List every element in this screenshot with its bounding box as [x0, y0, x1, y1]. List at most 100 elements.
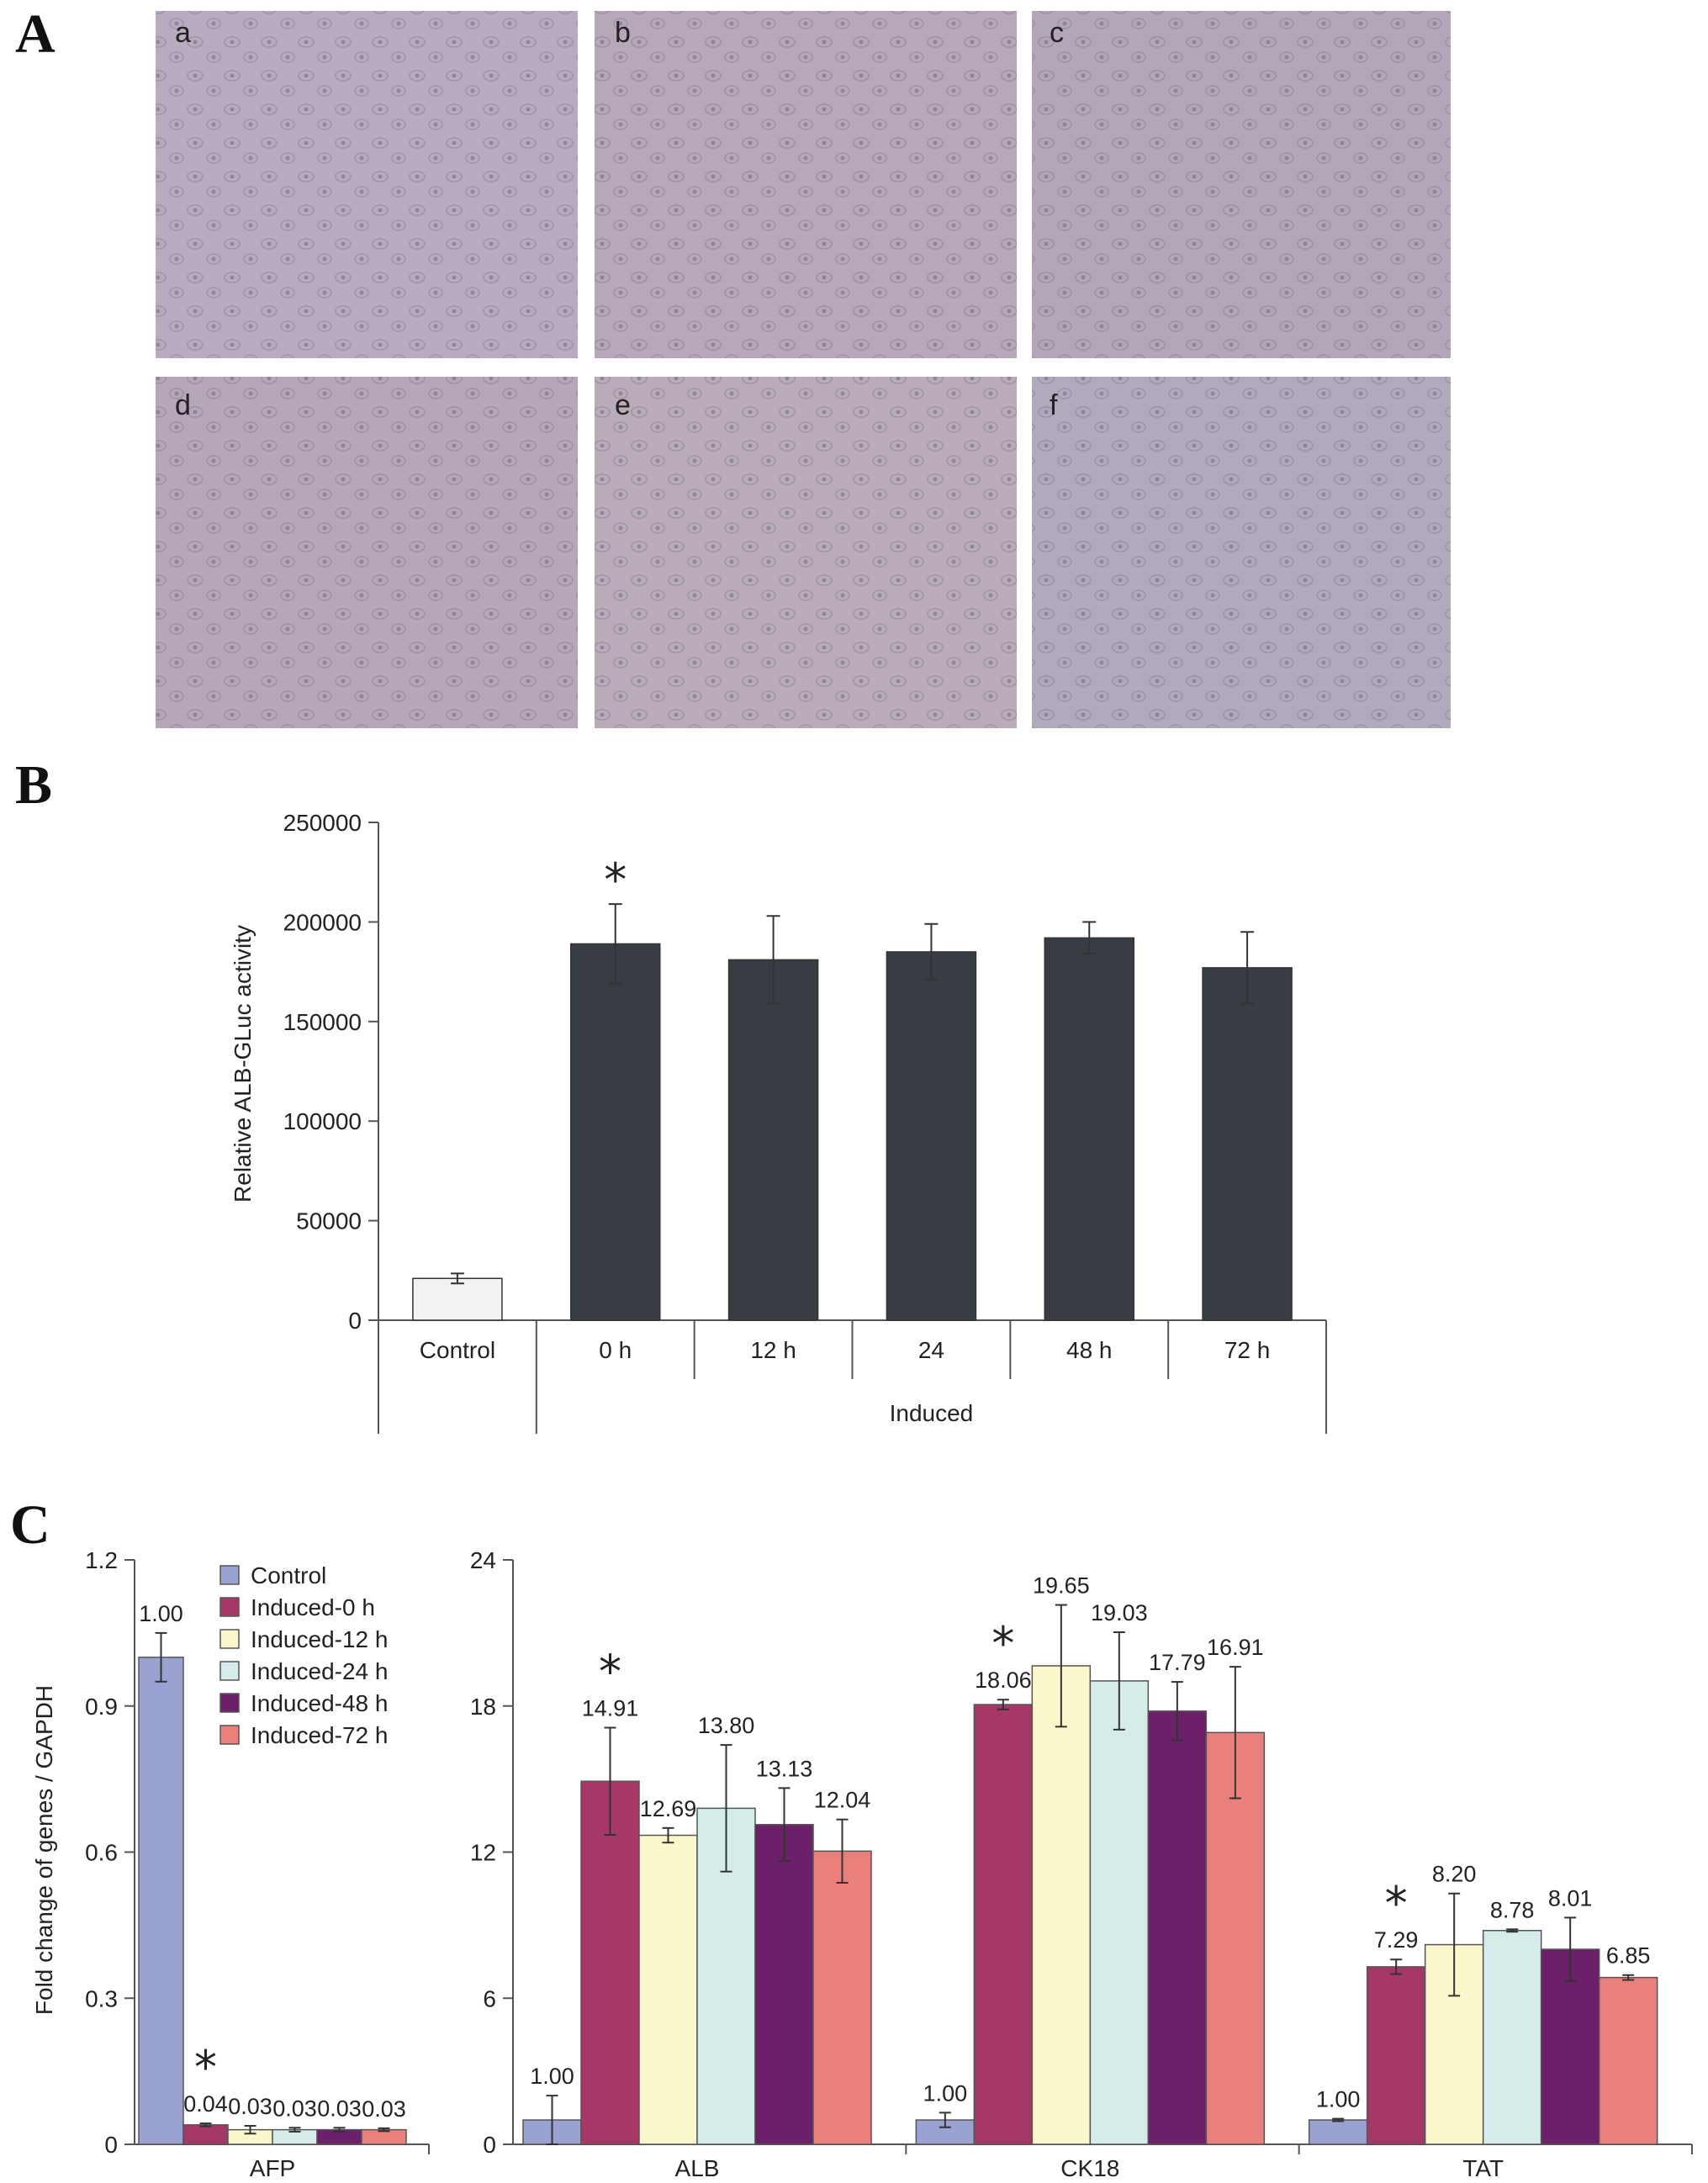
micrograph-b: b — [595, 11, 1017, 358]
c-bar — [1147, 1710, 1208, 2145]
c-y-tick-label: 0 — [104, 2132, 118, 2158]
b-bar — [1044, 937, 1134, 1321]
c-significance-star: * — [991, 1617, 1014, 1670]
c-bar — [973, 1704, 1034, 2145]
micrograph-a-label: a — [175, 17, 191, 49]
c-value-label: 17.79 — [1149, 1650, 1206, 1675]
micrograph-f-label: f — [1050, 389, 1058, 421]
micrograph-f: f — [1032, 377, 1451, 728]
micrograph-b-label: b — [615, 17, 631, 49]
panel-letter-a: A — [15, 3, 56, 65]
c-y-tick-label: 0 — [483, 2132, 496, 2158]
legend-swatch — [219, 1597, 240, 1617]
micrograph-c-label: c — [1050, 17, 1064, 49]
b-bar — [1202, 967, 1293, 1321]
c-value-label: 19.03 — [1091, 1600, 1148, 1625]
c-y-tick-label: 0.3 — [85, 1985, 118, 2011]
c-value-label: 14.91 — [582, 1696, 639, 1721]
panel-letter-b: B — [15, 754, 52, 816]
chart-c-genes: 061218241.0014.91*12.6913.8013.1312.04AL… — [470, 1547, 1693, 2181]
c-bar — [182, 2124, 229, 2145]
micrograph-e: e — [595, 377, 1017, 728]
c-significance-star: * — [194, 2041, 217, 2094]
micrograph-d: d — [156, 377, 578, 728]
c-value-label: 1.00 — [923, 2080, 968, 2106]
c-bar — [1308, 2119, 1368, 2145]
c-category-label: TAT — [1462, 2155, 1504, 2181]
panel-letter-c: C — [10, 1494, 50, 1556]
c-value-label: 12.04 — [814, 1788, 871, 1813]
b-category-label: 24 — [918, 1337, 944, 1363]
c-value-label: 0.03 — [272, 2096, 317, 2121]
b-category-label: 72 h — [1224, 1337, 1271, 1363]
chart-c-afp: 00.30.60.91.21.000.04*0.03 0.03 0.03 0.03AF… — [31, 1547, 430, 2181]
c-value-label: 0.03 — [228, 2094, 272, 2119]
c-y-tick-label: 0.9 — [85, 1694, 118, 1720]
c-significance-star: * — [599, 1646, 621, 1699]
micrograph-c: c — [1032, 11, 1451, 358]
legend-label: Induced-72 h — [251, 1722, 388, 1748]
b-bar — [570, 943, 661, 1321]
c-bar — [812, 1850, 872, 2145]
b-bar — [727, 959, 819, 1321]
micrograph-grid: a b c d e f — [156, 11, 1451, 728]
b-category-label: 48 h — [1066, 1337, 1113, 1363]
b-y-tick-label: 100000 — [283, 1108, 362, 1134]
c-value-label: 0.03 — [317, 2096, 362, 2121]
c-y-tick-label: 24 — [470, 1547, 496, 1573]
c-y-axis-title: Fold change of genes / GAPDH — [31, 1685, 57, 2015]
c-value-label: 12.69 — [640, 1796, 697, 1821]
c-y-tick-label: 12 — [470, 1840, 496, 1866]
c-value-label: 1.00 — [139, 1601, 183, 1626]
chart-c-legend: Control Induced-0 h Induced-12 h Induced-24… — [219, 1562, 388, 1748]
c-value-label: 18.06 — [975, 1668, 1032, 1693]
c-value-label: 8.78 — [1490, 1897, 1535, 1922]
b-category-label: 12 h — [750, 1337, 796, 1363]
b-y-axis-title: Relative ALB-GLuc activity — [230, 925, 256, 1202]
c-bar — [138, 1657, 184, 2145]
legend-swatch — [219, 1565, 240, 1585]
c-bar — [580, 1780, 640, 2145]
c-bar — [1089, 1680, 1150, 2145]
legend-swatch — [219, 1725, 240, 1745]
c-value-label: 0.03 — [362, 2096, 406, 2122]
legend-label: Induced-12 h — [251, 1626, 388, 1652]
b-y-tick-label: 50000 — [296, 1208, 362, 1234]
c-bar — [754, 1824, 814, 2145]
b-bar — [886, 951, 977, 1321]
legend-label: Induced-48 h — [251, 1690, 388, 1716]
c-value-label: 13.13 — [756, 1756, 813, 1781]
b-y-tick-label: 250000 — [283, 810, 362, 836]
c-value-label: 8.01 — [1548, 1885, 1593, 1911]
c-value-label: 7.29 — [1374, 1927, 1419, 1953]
c-value-label: 19.65 — [1033, 1573, 1090, 1599]
c-category-label: ALB — [675, 2155, 720, 2181]
c-y-tick-label: 18 — [470, 1694, 496, 1720]
c-value-label: 6.85 — [1606, 1943, 1651, 1969]
b-category-label: Control — [420, 1337, 495, 1363]
c-value-label: 8.20 — [1432, 1862, 1477, 1887]
legend-swatch — [219, 1661, 240, 1681]
b-y-tick-label: 150000 — [283, 1009, 362, 1035]
b-category-label: 0 h — [599, 1337, 632, 1363]
c-y-tick-label: 0.6 — [85, 1840, 118, 1866]
c-y-tick-label: 1.2 — [85, 1547, 118, 1573]
c-significance-star: * — [1385, 1877, 1408, 1930]
c-category-label: AFP — [250, 2155, 295, 2181]
b-bar — [412, 1277, 503, 1321]
chart-b: 0 50000 100000 150000 200000 250000 Control 0 h… — [230, 810, 1327, 1434]
c-category-label: CK18 — [1060, 2155, 1119, 2181]
micrograph-d-label: d — [175, 389, 191, 421]
c-bar — [638, 1834, 698, 2145]
c-value-label: 0.04 — [183, 2091, 228, 2117]
legend-swatch — [219, 1629, 240, 1649]
b-y-tick-label: 200000 — [283, 909, 362, 935]
b-x-axis-title: Induced — [890, 1400, 974, 1426]
legend-swatch — [219, 1693, 240, 1713]
c-value-label: 13.80 — [698, 1713, 755, 1738]
c-bar — [1366, 1966, 1426, 2145]
c-value-label: 16.91 — [1207, 1635, 1264, 1660]
c-bar — [1031, 1665, 1092, 2145]
legend-label: Induced-24 h — [251, 1658, 388, 1684]
c-value-label: 1.00 — [1316, 2087, 1361, 2112]
